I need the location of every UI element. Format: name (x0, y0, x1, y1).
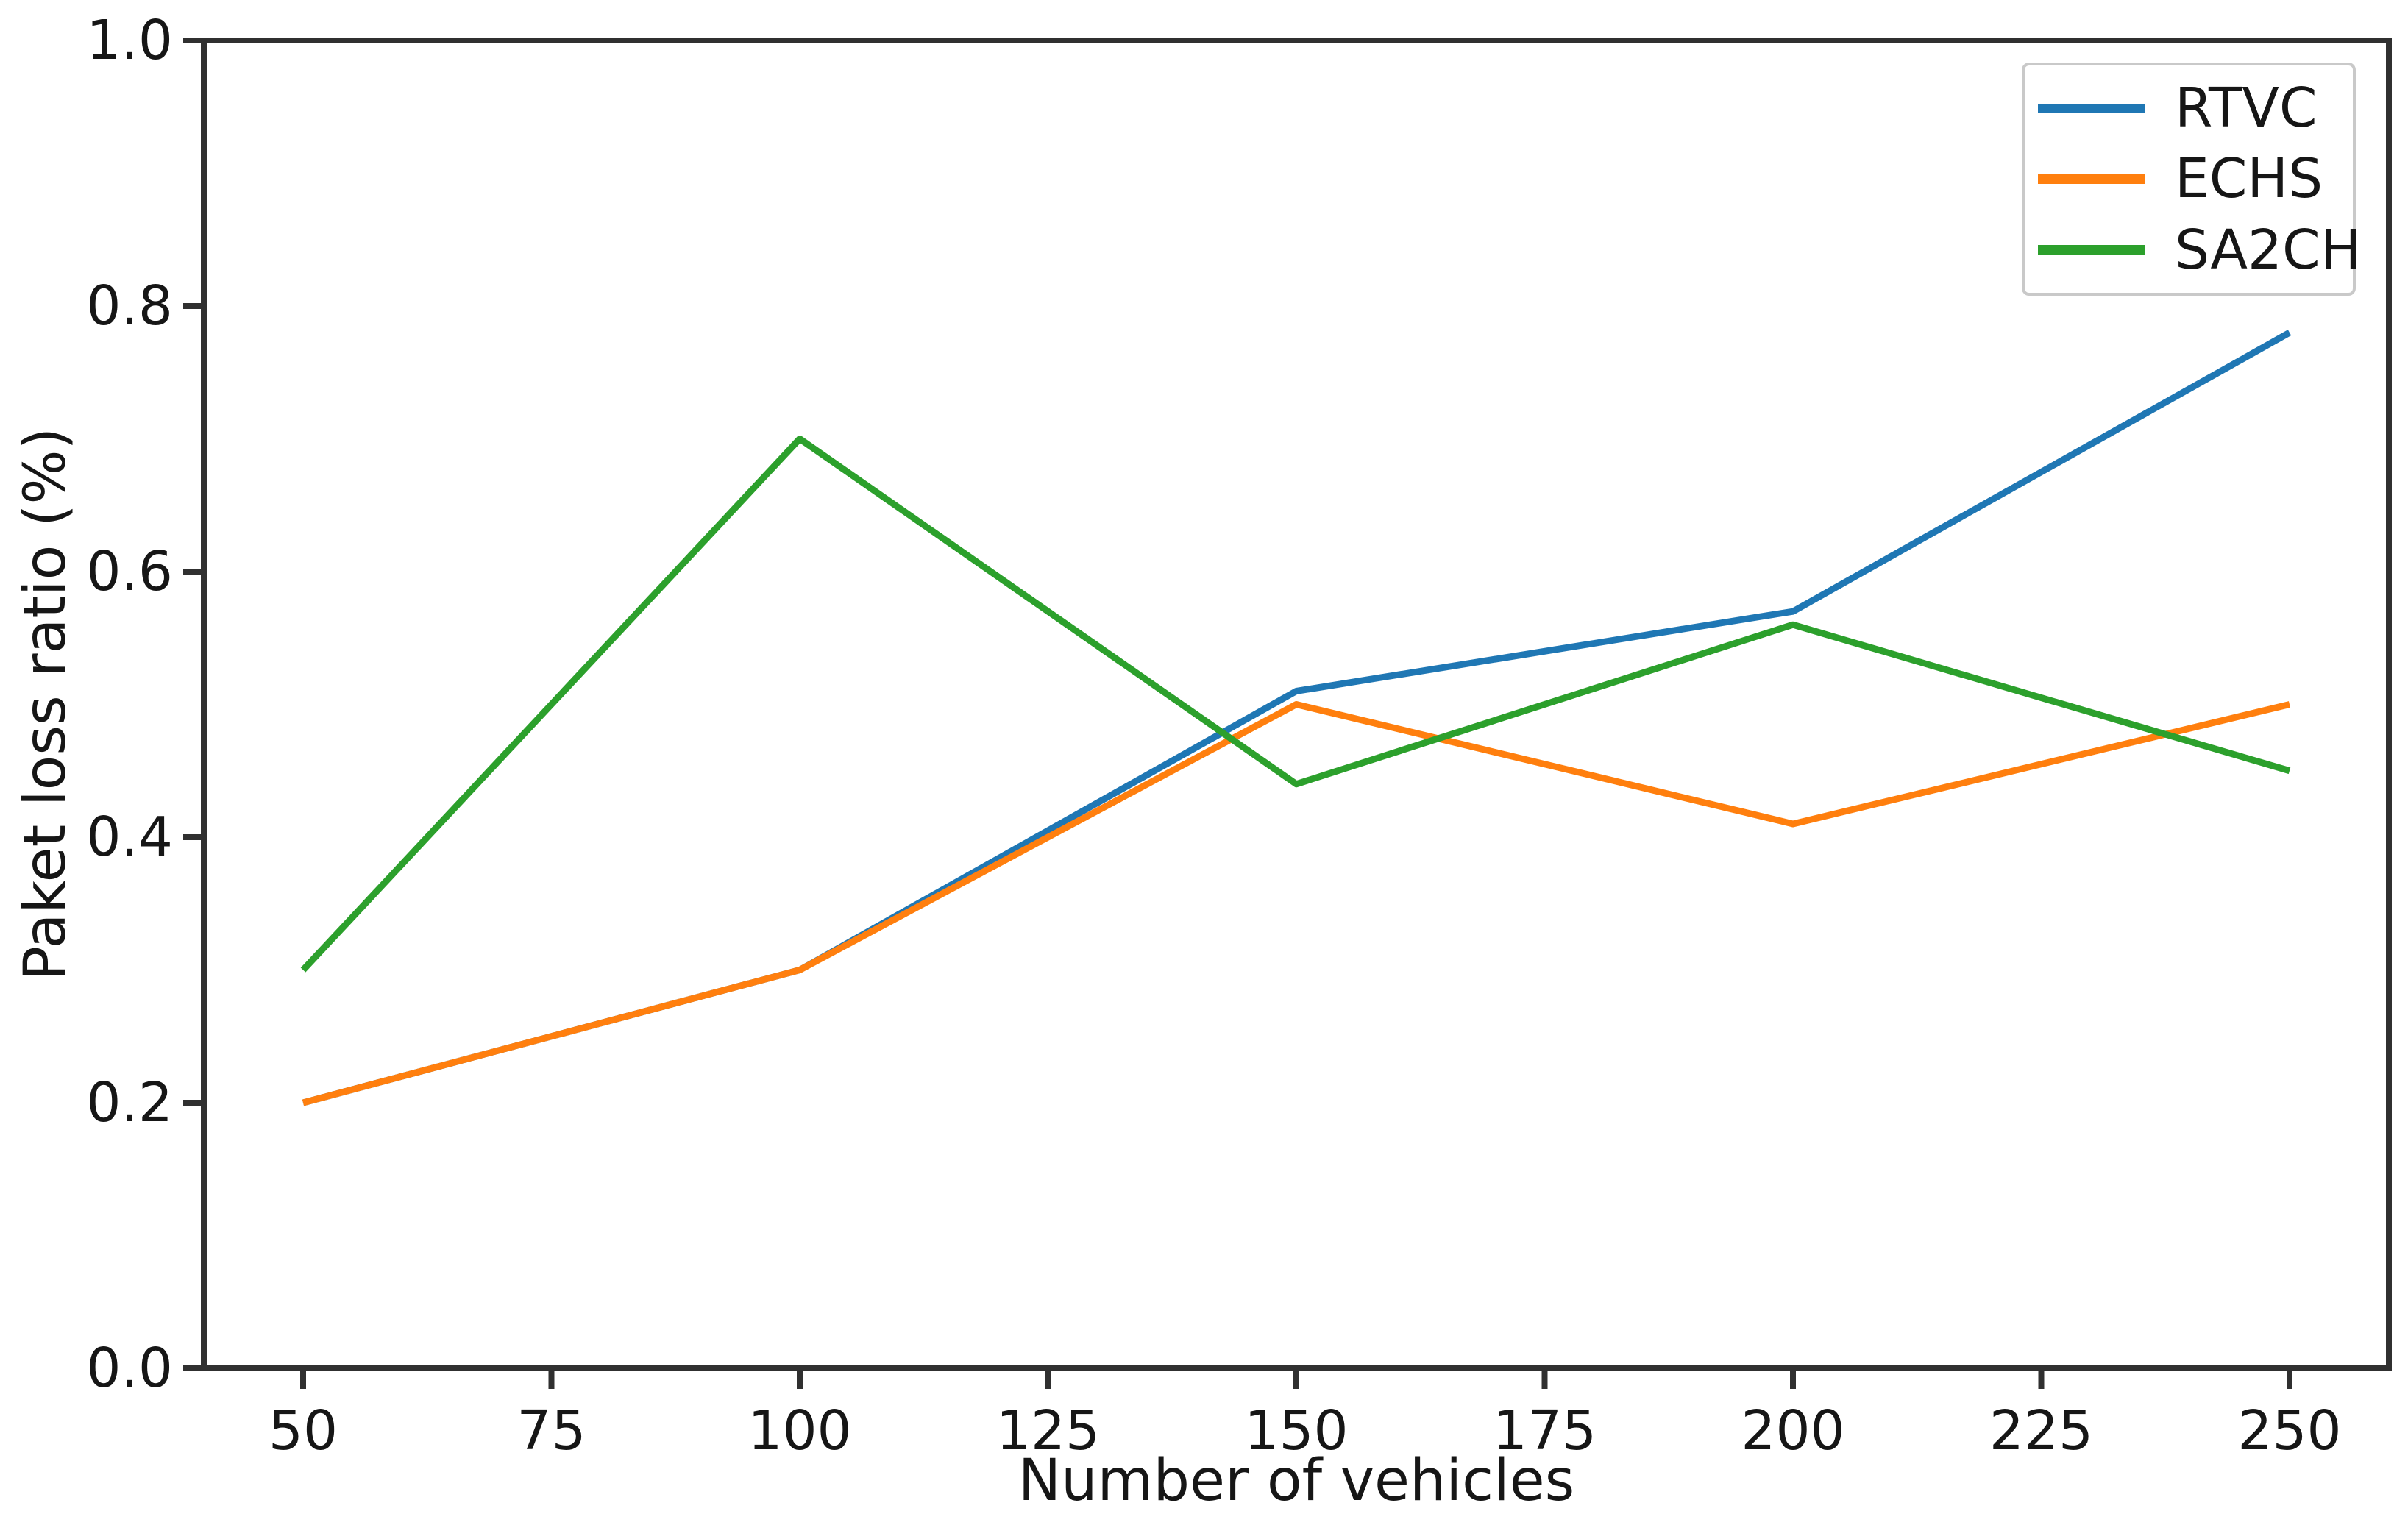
series-line-sa2ch (300, 436, 2291, 973)
y-tick-label: 0.6 (86, 540, 173, 603)
legend-label: RTVC (2175, 77, 2318, 141)
x-tick-label: 225 (1989, 1399, 2094, 1462)
x-axis-title: Number of vehicles (1017, 1448, 1575, 1514)
x-tick-label: 125 (995, 1399, 1101, 1462)
y-tick-label: 0.0 (86, 1337, 173, 1400)
legend-label: SA2CH (2175, 218, 2362, 282)
legend-item-sa2ch: SA2CH (2038, 223, 2361, 277)
legend-line-swatch (2038, 103, 2145, 113)
legend-line-swatch (2038, 245, 2145, 255)
x-tick-label: 150 (1244, 1399, 1349, 1462)
legend-line-swatch (2038, 174, 2145, 184)
x-tick-label: 250 (2237, 1399, 2342, 1462)
legend-item-rtvc: RTVC (2038, 81, 2338, 135)
y-tick-label: 1.0 (86, 9, 173, 72)
legend: RTVC ECHS SA2CH (2022, 63, 2361, 296)
x-tick-label: 200 (1741, 1399, 1845, 1462)
y-tick-label: 0.8 (86, 274, 173, 338)
x-tick-label: 100 (747, 1399, 852, 1462)
x-tick-label: 175 (1492, 1399, 1597, 1462)
legend-label: ECHS (2175, 147, 2323, 211)
y-tick-label: 0.4 (86, 806, 173, 869)
y-axis-title: Paket loss ratio (%) (13, 427, 79, 981)
series-line-rtvc (302, 330, 2292, 1106)
y-tick-label: 0.2 (86, 1071, 173, 1134)
x-tick-label: 75 (516, 1399, 586, 1462)
series-line-echs (302, 701, 2291, 1106)
x-tick-label: 50 (268, 1399, 338, 1462)
legend-item-echs: ECHS (2038, 152, 2338, 206)
